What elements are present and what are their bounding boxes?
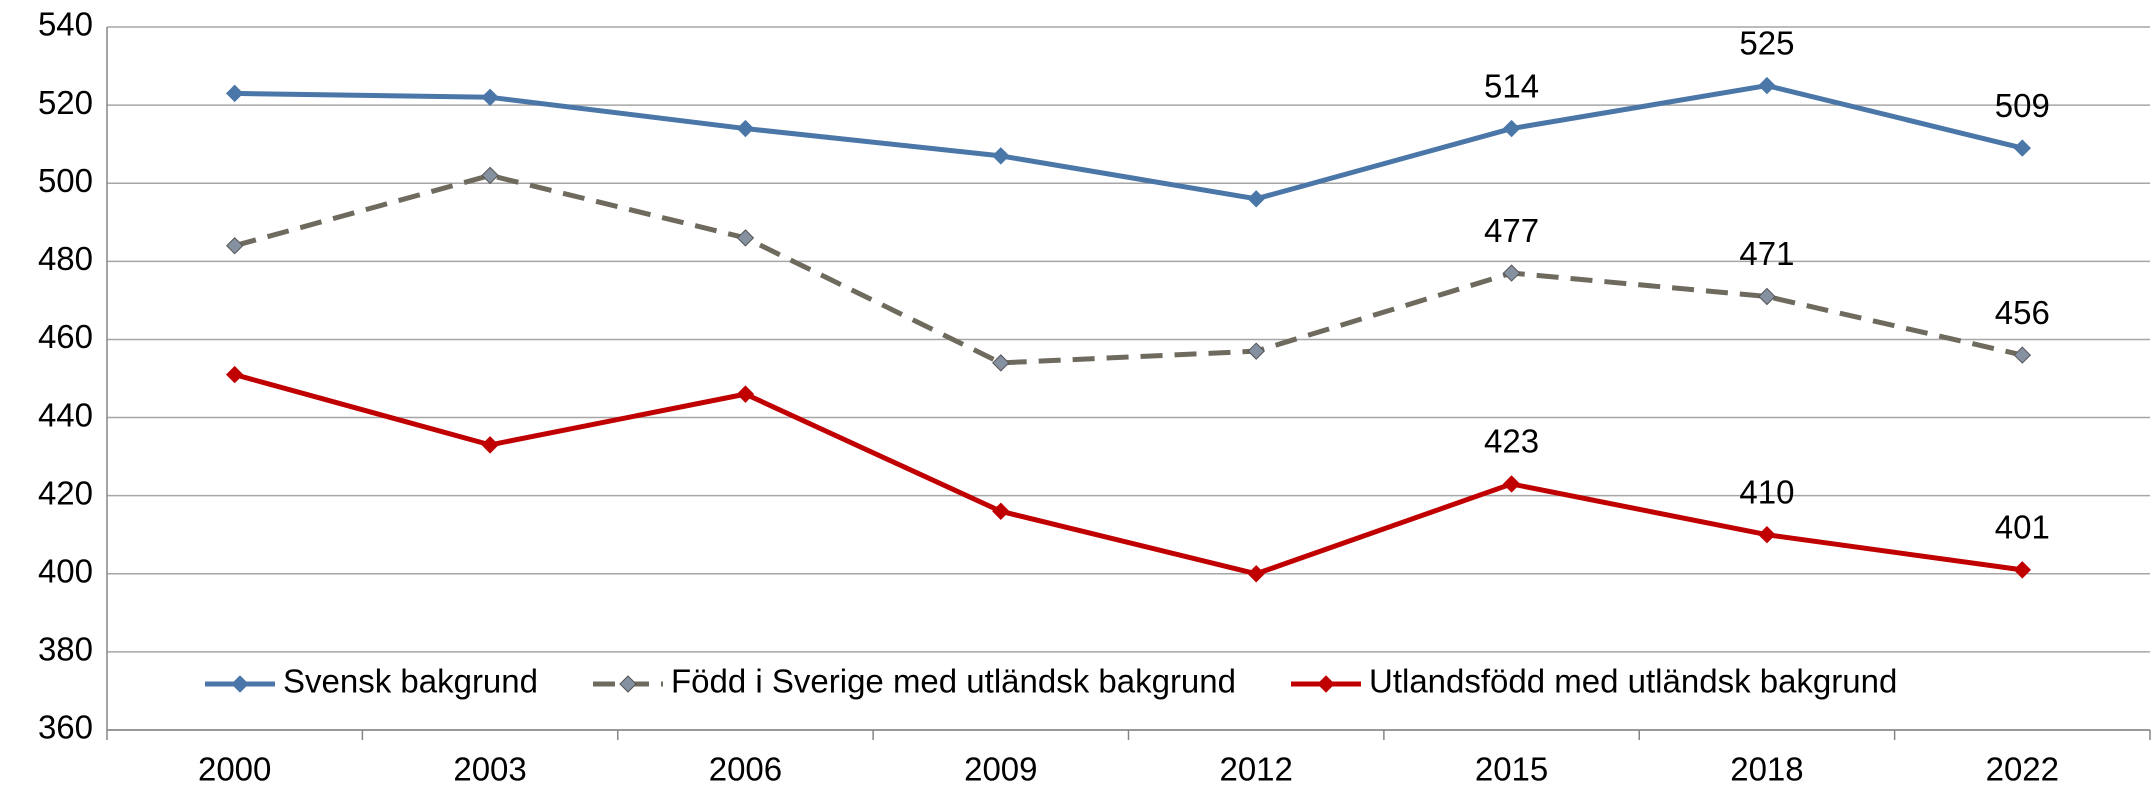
- y-tick-label: 480: [38, 240, 93, 277]
- legend-marker: [1317, 675, 1335, 693]
- legend-marker: [619, 675, 637, 693]
- data-label: 525: [1739, 24, 1794, 61]
- x-tick-label: 2009: [964, 751, 1037, 788]
- series-line: [234, 83, 2023, 202]
- marker: [736, 229, 755, 247]
- marker: [1758, 76, 1776, 95]
- marker: [225, 237, 244, 255]
- y-tick-label: 400: [38, 552, 93, 589]
- marker: [992, 502, 1010, 520]
- data-label: 456: [1995, 294, 2050, 331]
- marker: [2013, 346, 2032, 364]
- marker: [1758, 287, 1776, 306]
- marker: [992, 147, 1010, 165]
- marker: [225, 84, 244, 103]
- marker: [1502, 119, 1521, 138]
- marker: [1758, 526, 1776, 544]
- marker: [1502, 264, 1521, 282]
- series-line: [234, 172, 2023, 366]
- marker: [1502, 475, 1521, 493]
- data-label: 509: [1995, 87, 2050, 124]
- marker: [992, 354, 1010, 372]
- x-tick-label: 2015: [1475, 751, 1548, 788]
- legend-label: Utlandsfödd med utländsk bakgrund: [1369, 663, 1897, 700]
- x-tick-label: 2000: [198, 751, 271, 788]
- marker: [736, 385, 755, 403]
- marker: [225, 365, 244, 384]
- marker: [481, 436, 499, 454]
- data-label: 401: [1995, 509, 2050, 546]
- marker: [1247, 565, 1265, 583]
- series-line: [234, 372, 2023, 577]
- y-tick-label: 520: [38, 84, 93, 121]
- y-tick-label: 440: [38, 396, 93, 433]
- data-label: 423: [1484, 423, 1539, 460]
- marker: [481, 166, 499, 185]
- y-tick-label: 380: [38, 631, 93, 668]
- x-tick-label: 2006: [709, 751, 782, 788]
- y-tick-label: 420: [38, 474, 93, 511]
- marker: [2013, 561, 2032, 579]
- marker: [1247, 190, 1265, 208]
- x-tick-label: 2012: [1219, 751, 1292, 788]
- y-tick-label: 360: [38, 709, 93, 746]
- data-label: 514: [1484, 67, 1539, 104]
- x-tick-label: 2018: [1730, 751, 1803, 788]
- legend-marker: [231, 675, 249, 693]
- legend-label: Född i Sverige med utländsk bakgrund: [671, 663, 1236, 700]
- y-tick-label: 460: [38, 318, 93, 355]
- marker: [736, 119, 755, 138]
- y-tick-label: 500: [38, 162, 93, 199]
- y-tick-label: 540: [38, 6, 93, 43]
- x-tick-label: 2022: [1986, 751, 2059, 788]
- marker: [1247, 342, 1265, 360]
- data-label: 471: [1739, 235, 1794, 272]
- marker: [481, 88, 499, 107]
- x-tick-label: 2003: [453, 751, 526, 788]
- data-label: 477: [1484, 212, 1539, 249]
- data-label: 410: [1739, 473, 1794, 510]
- legend-label: Svensk bakgrund: [283, 663, 538, 700]
- marker: [2013, 139, 2032, 157]
